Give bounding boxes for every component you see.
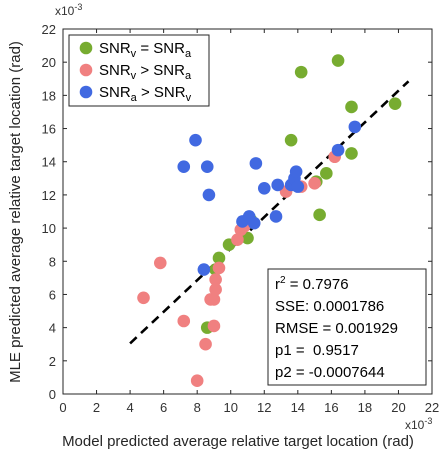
y-tick-label: 14 [42,155,56,170]
stat-p2: p2 = -0.0007644 [275,364,385,381]
y-tick-label: 0 [49,387,56,402]
stat-r-squared: r2 = 0.7976 [275,275,349,293]
point-snrv-snra [313,208,326,222]
y-tick-label: 4 [49,321,56,336]
y-axis-exponent-label: x10-3 [55,2,82,18]
x-tick-label: 6 [160,400,167,415]
legend-marker-snrv-snra [79,63,93,77]
stats-box [267,268,427,386]
point-snra-snrv [291,180,305,193]
y-tick-label: 18 [42,88,56,103]
point-snrv-snra [345,147,358,160]
x-tick-label: 22 [425,400,439,415]
point-snrv-snra [137,291,150,305]
data-points [137,54,402,388]
point-snrv-snra [177,314,191,328]
x-tick-label: 18 [358,400,372,415]
x-axis-title: Model predicted average relative target … [62,433,414,450]
x-tick-label: 8 [194,400,201,415]
legend-box [68,34,210,107]
point-snra-snrv [249,157,263,170]
x-tick-label: 2 [93,400,100,415]
x-tick-label: 10 [223,400,237,415]
axis-tick-labels: 0 2 4 6 8 10 12 14 16 18 20 22 0 2 4 6 8 10 12 14 16 18 20 22 [42,22,440,415]
point-snra-snrv [269,210,283,223]
regression-fit-line [129,80,410,345]
point-snrv-snra [209,273,222,286]
legend-label-snrv-snra: SNRv > SNRa [99,62,192,82]
point-snrv-snra [320,167,333,180]
point-snrv-snra [345,100,358,114]
y-tick-label: 8 [49,254,56,269]
legend-label-snra-snrv: SNRa > SNRv [99,84,192,104]
y-tick-label: 10 [42,221,56,236]
plot-area-frame [62,28,433,395]
stat-rmse: RMSE = 0.001929 [275,320,398,337]
x-tick-label: 12 [257,400,271,415]
point-snrv-snra [207,293,221,306]
point-snrv-snra [190,374,204,388]
stat-sse: SSE: 0.0001786 [275,298,384,315]
point-snra-snrv [189,133,202,147]
point-snrv-snra [212,251,226,265]
point-snrv-snra [153,256,167,270]
point-snra-snrv [331,143,345,157]
point-snra-snrv [271,178,284,192]
fit-statistics-box: r2 = 0.7976 SSE: 0.0001786 RMSE = 0.001929… [267,268,427,386]
x-tick-label: 14 [291,400,305,415]
stat-p1: p1 = 0.9517 [275,342,359,359]
point-snra-snrv [177,160,191,174]
x-tick-label: 0 [59,400,66,415]
y-tick-label: 20 [42,55,56,70]
y-axis-title: MLE predicted average relative target lo… [7,41,24,383]
point-snrv-snra [207,319,221,333]
point-snrv-snra [331,54,345,67]
point-snra-snrv [257,181,271,195]
x-tick-label: 4 [126,400,133,415]
legend-marker-snrv-snra [79,41,93,55]
legend-label-snrv-snra: SNRv = SNRa [99,40,192,60]
point-snrv-snra [284,133,298,147]
point-snrv-snra [388,97,402,110]
point-snrv-snra [308,176,321,190]
legend-marker-snra-snrv [79,85,93,99]
y-tick-label: 2 [49,354,56,369]
y-tick-label: 12 [42,188,56,203]
point-snrv-snra [212,261,226,275]
y-tick-label: 6 [49,287,56,302]
point-snra-snrv [200,160,214,174]
point-snra-snrv [202,188,216,202]
y-tick-label: 16 [42,122,56,137]
point-snra-snrv [197,263,211,276]
point-snrv-snra [294,65,308,79]
point-snrv-snra [231,233,244,247]
point-snra-snrv [247,216,261,230]
y-tick-label: 22 [42,22,56,37]
axis-ticks [62,28,433,395]
point-snrv-snra [209,283,222,296]
point-snra-snrv [348,120,362,134]
x-axis-exponent-label: x10-3 [405,416,432,432]
point-snrv-snra [199,337,212,351]
x-tick-label: 20 [391,400,405,415]
point-snra-snrv [289,165,303,178]
x-tick-label: 16 [324,400,338,415]
